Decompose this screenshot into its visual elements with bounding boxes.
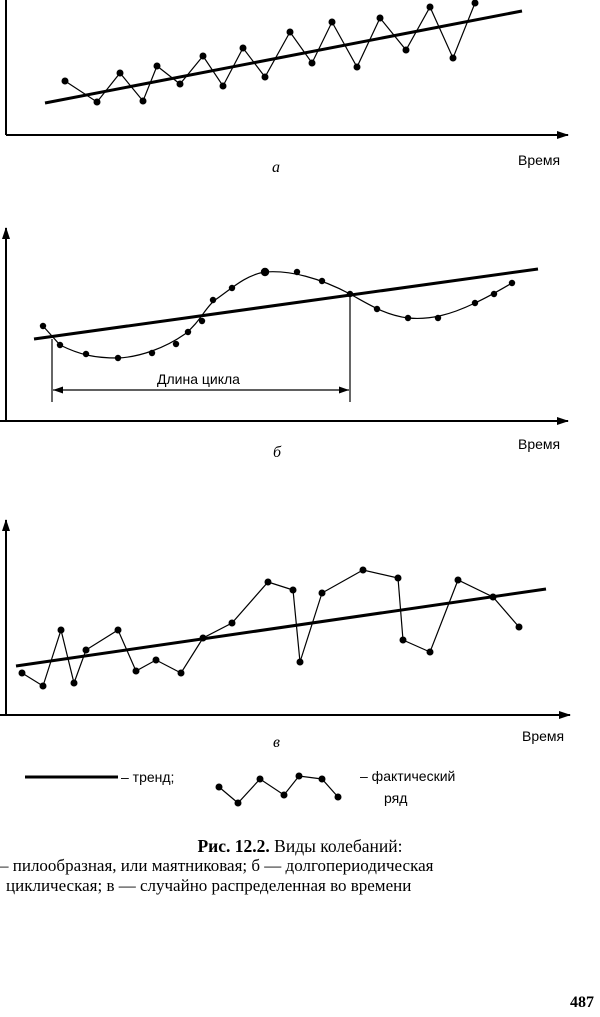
- chart-a-trend-line: [44, 9, 523, 105]
- chart-b-point: [228, 284, 236, 292]
- legend-series-point: [234, 799, 242, 807]
- chart-v-points: [18, 566, 523, 690]
- chart-v-point: [82, 646, 90, 654]
- legend-series-point: [280, 791, 288, 799]
- caption-line-1: Рис. 12.2. Виды колебаний:: [0, 836, 600, 856]
- chart-v-point: [152, 656, 160, 664]
- chart-b-point: [373, 305, 381, 313]
- chart-v-point: [399, 636, 407, 644]
- chart-v-point: [454, 576, 462, 584]
- chart-a-point: [139, 97, 147, 105]
- chart-b-point: [56, 341, 64, 349]
- chart-v-point: [57, 626, 65, 634]
- chart-v-point: [296, 658, 304, 666]
- chart-b-series-line: [42, 271, 513, 359]
- chart-v-point: [132, 667, 140, 675]
- chart-v-point: [264, 578, 272, 586]
- chart-v-point: [394, 574, 402, 582]
- page-number: 487: [570, 994, 594, 1011]
- chart-v-point: [515, 623, 523, 631]
- legend-series-point: [318, 775, 326, 783]
- chart-b-point: [148, 349, 156, 357]
- caption-line-3: циклическая; в — случайно распределенная…: [6, 876, 600, 896]
- chart-b-axis-label: Время: [518, 436, 560, 452]
- chart-b-point: [434, 314, 442, 322]
- chart-v-point: [426, 648, 434, 656]
- chart-b-point: [172, 340, 180, 348]
- chart-v-point: [70, 679, 78, 687]
- chart-a-point: [219, 82, 227, 90]
- chart-b-panel-label: б: [273, 444, 282, 461]
- chart-a-point: [426, 3, 434, 11]
- chart-a-point: [471, 0, 479, 7]
- chart-b-point: [471, 299, 479, 307]
- chart-v-point: [18, 669, 26, 677]
- chart-v-point: [177, 669, 185, 677]
- chart-b-point: [508, 279, 516, 287]
- chart-b: Длина цикла Время б: [0, 227, 569, 461]
- chart-v: Время в: [0, 519, 571, 751]
- caption-title: Виды колебаний:: [269, 836, 403, 856]
- chart-a-point: [93, 98, 101, 106]
- chart-v-point: [199, 634, 207, 642]
- chart-b-point: [209, 296, 217, 304]
- legend: – тренд; – фактический ряд: [25, 768, 455, 807]
- chart-a-point: [449, 54, 457, 62]
- chart-v-series-line: [21, 569, 520, 687]
- legend-series-label-line1: – фактический: [360, 768, 455, 784]
- legend-series-point: [334, 793, 342, 801]
- legend-series-point: [295, 772, 303, 780]
- chart-a-point: [199, 52, 207, 60]
- chart-a-point: [286, 28, 294, 36]
- chart-b-trend-line: [33, 267, 539, 341]
- chart-b-point: [260, 267, 270, 277]
- chart-v-point: [39, 682, 47, 690]
- chart-a-points: [61, 0, 479, 106]
- chart-b-point: [404, 314, 412, 322]
- chart-v-point: [359, 566, 367, 574]
- chart-b-point: [293, 268, 301, 276]
- chart-a-panel-label: а: [272, 159, 280, 176]
- caption-text-2: – пилообразная, или маятниковая; б — дол…: [0, 856, 434, 875]
- chart-b-point: [39, 322, 47, 330]
- chart-b-point: [198, 317, 206, 325]
- chart-v-point: [318, 589, 326, 597]
- chart-a-point: [239, 44, 247, 52]
- chart-a: Время а: [5, 0, 569, 176]
- chart-a-point: [402, 46, 410, 54]
- figure-number: Рис. 12.2.: [197, 836, 270, 856]
- chart-a-axis-label: Время: [518, 152, 560, 168]
- chart-v-point: [228, 619, 236, 627]
- chart-a-point: [61, 77, 69, 85]
- chart-b-point: [490, 290, 498, 298]
- chart-a-point: [353, 63, 361, 71]
- legend-series-point: [215, 783, 223, 791]
- chart-v-point: [114, 626, 122, 634]
- chart-v-trend-line: [15, 587, 547, 668]
- chart-a-point: [376, 14, 384, 22]
- chart-v-point: [489, 593, 497, 601]
- chart-b-point: [318, 277, 326, 285]
- caption-line-2: – пилообразная, или маятниковая; б — дол…: [0, 856, 600, 876]
- chart-a-point: [261, 73, 269, 81]
- caption-text-3: циклическая; в — случайно распределенная…: [6, 876, 412, 895]
- legend-series-point: [256, 775, 264, 783]
- chart-v-point: [289, 586, 297, 594]
- chart-b-point: [82, 350, 90, 358]
- chart-b-points: [39, 267, 516, 362]
- chart-a-point: [328, 18, 336, 26]
- legend-series-label-line2: ряд: [384, 790, 407, 806]
- chart-a-point: [308, 59, 316, 67]
- legend-series-points: [215, 772, 342, 807]
- chart-v-axis-label: Время: [522, 728, 564, 744]
- chart-b-point: [184, 328, 192, 336]
- chart-a-point: [153, 62, 161, 70]
- legend-trend-label: – тренд;: [121, 769, 174, 785]
- chart-a-point: [176, 80, 184, 88]
- chart-b-point: [114, 354, 122, 362]
- chart-v-panel-label: в: [273, 734, 280, 751]
- cycle-length-label: Длина цикла: [157, 371, 240, 387]
- chart-a-point: [116, 69, 124, 77]
